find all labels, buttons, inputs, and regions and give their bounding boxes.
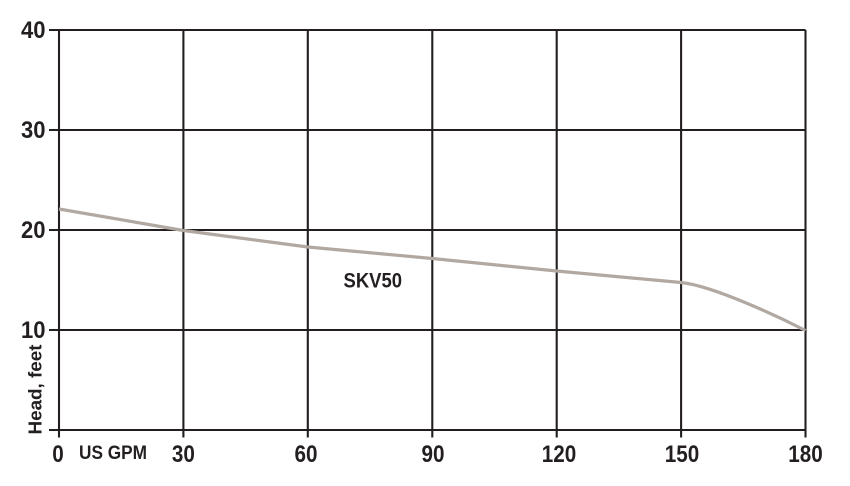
svg-text:Head, feet: Head, feet (25, 345, 46, 435)
svg-text:30: 30 (172, 441, 195, 468)
svg-text:10: 10 (21, 317, 46, 344)
svg-text:120: 120 (542, 441, 577, 468)
svg-text:SKV50: SKV50 (344, 269, 403, 293)
svg-text:90: 90 (422, 441, 445, 468)
svg-text:40: 40 (21, 17, 46, 44)
svg-text:US GPM: US GPM (79, 443, 147, 464)
svg-text:60: 60 (295, 441, 318, 468)
svg-text:30: 30 (21, 117, 46, 144)
svg-text:180: 180 (788, 441, 823, 468)
svg-text:20: 20 (21, 217, 46, 244)
svg-text:0: 0 (52, 441, 64, 468)
svg-text:150: 150 (665, 441, 700, 468)
